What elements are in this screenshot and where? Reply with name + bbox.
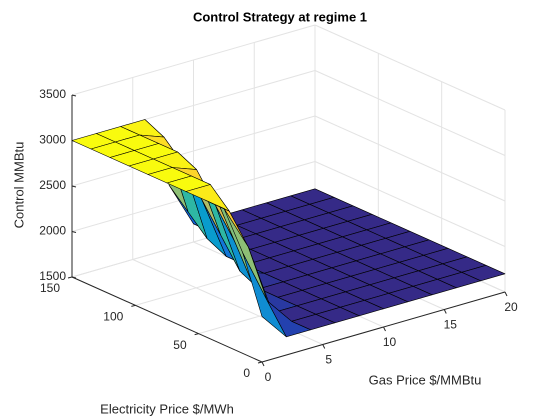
y-tick	[194, 333, 199, 336]
z-tick-label: 3500	[39, 87, 66, 101]
y-tick-label: 50	[173, 338, 187, 352]
chart-title: Control Strategy at regime 1	[193, 9, 367, 24]
y-tick	[131, 304, 136, 307]
grid-line	[71, 115, 316, 187]
x-tick-label: 5	[325, 353, 332, 367]
x-tick	[504, 291, 508, 297]
z-tick	[71, 276, 77, 279]
z-tick	[71, 185, 77, 188]
x-axis-label: Gas Price $/MMBtu	[369, 372, 482, 387]
x-tick	[322, 344, 326, 349]
z-tick-label: 1500	[39, 269, 66, 283]
x-tick-label: 0	[265, 370, 272, 384]
x-tick	[443, 309, 447, 314]
x-tick-label: 10	[383, 335, 397, 349]
y-tick-label: 0	[243, 366, 250, 380]
grid-line	[71, 24, 316, 96]
grid-line	[314, 115, 506, 202]
grid-line	[314, 161, 506, 247]
y-tick-label: 150	[40, 281, 60, 295]
surface-cell	[242, 253, 287, 338]
z-tick-label: 3000	[39, 133, 66, 147]
x-tick-label: 15	[444, 318, 458, 332]
z-tick-label: 2000	[39, 224, 66, 238]
z-axis-label: Control MMBtu	[11, 142, 26, 229]
x-tick	[261, 361, 265, 367]
z-tick-label: 2500	[39, 178, 66, 192]
grid-line	[314, 24, 506, 111]
z-tick	[71, 94, 77, 97]
y-tick	[67, 276, 73, 279]
y-tick	[257, 361, 263, 364]
z-tick	[71, 231, 77, 233]
grid-line	[314, 70, 506, 156]
x-tick-label: 20	[504, 300, 518, 314]
x-tick	[383, 326, 386, 332]
y-axis-line	[71, 276, 263, 363]
y-tick-label: 100	[103, 310, 123, 324]
y-axis-label: Electricity Price $/MWh	[100, 401, 234, 416]
